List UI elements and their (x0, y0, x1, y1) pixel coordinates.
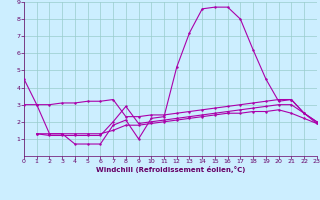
X-axis label: Windchill (Refroidissement éolien,°C): Windchill (Refroidissement éolien,°C) (96, 166, 245, 173)
